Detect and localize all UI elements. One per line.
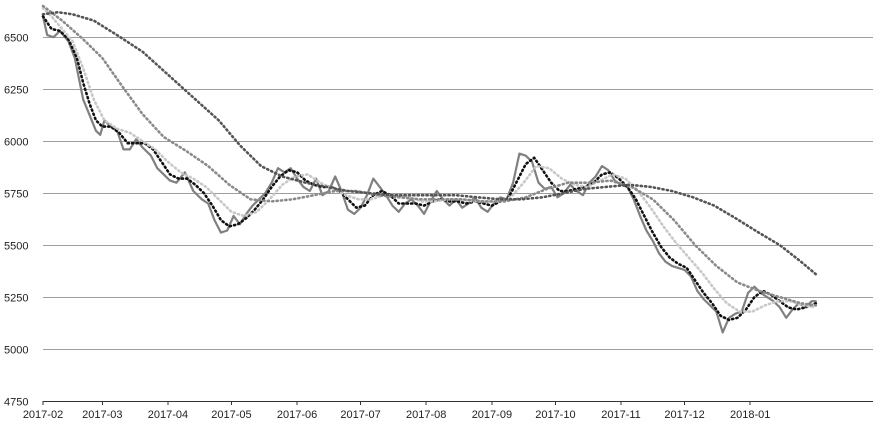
x-tick-label: 2017-09: [472, 409, 512, 421]
y-tick-label: 5250: [4, 293, 28, 305]
series-line-5: [41, 10, 818, 276]
series-line-2: [41, 15, 818, 322]
y-tick-label: 5000: [4, 345, 28, 357]
series-lines: [41, 4, 818, 334]
series-line-3: [41, 6, 818, 313]
y-tick-label: 6000: [4, 137, 28, 149]
x-tick-label: 2017-11: [601, 409, 641, 421]
x-tick-label: 2017-12: [664, 409, 704, 421]
x-tick-label: 2017-07: [340, 409, 380, 421]
x-tick-label: 2017-05: [211, 409, 251, 421]
x-tick-label: 2017-03: [82, 409, 122, 421]
x-tick-label: 2017-10: [535, 409, 575, 421]
x-tick-label: 2017-02: [23, 409, 63, 421]
y-tick-label: 6500: [4, 33, 28, 45]
x-tick-label: 2018-01: [730, 409, 770, 421]
x-tick-label: 2017-04: [148, 409, 188, 421]
x-tick-label: 2017-08: [406, 409, 446, 421]
series-line-4: [41, 4, 818, 307]
y-tick-label: 4750: [4, 397, 28, 409]
x-tick-label: 2017-06: [277, 409, 317, 421]
y-tick-label: 5500: [4, 241, 28, 253]
horizontal-gridlines: [43, 37, 873, 350]
y-tick-label: 6250: [4, 85, 28, 97]
x-tick-labels: 2017-02 2017-03 2017-04 2017-05 2017-06 2017-…: [23, 409, 771, 421]
y-tick-label: 5750: [4, 189, 28, 201]
y-tick-labels: 4750 5000 5250 5500 5750 6000 6250 6500: [4, 33, 28, 409]
x-axis: [42, 401, 873, 405]
series-line-1: [41, 15, 817, 334]
